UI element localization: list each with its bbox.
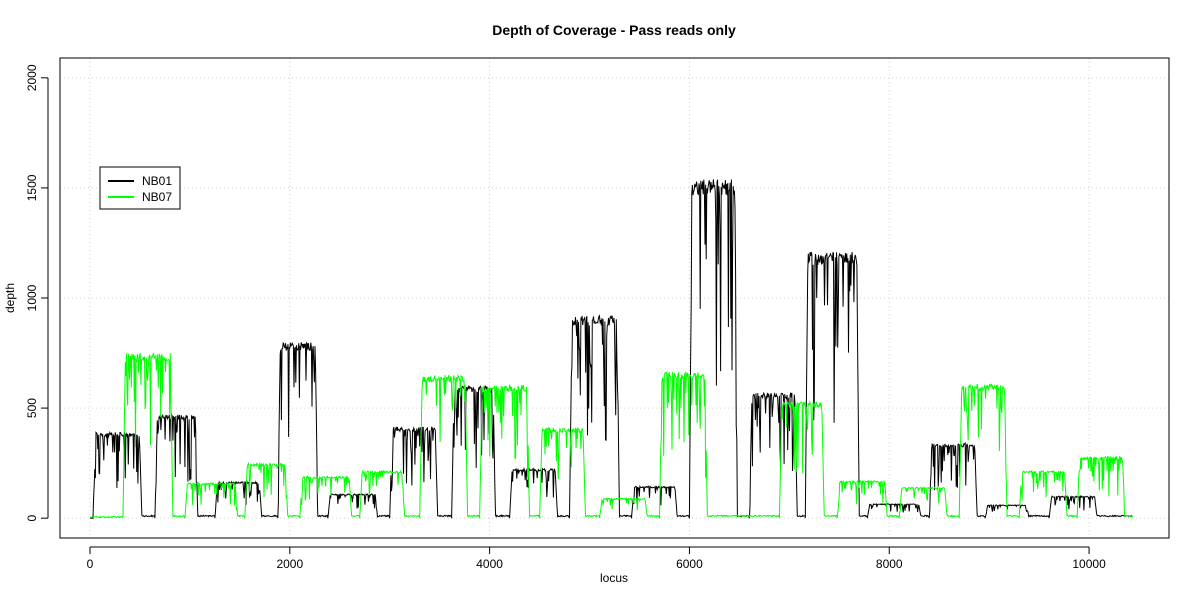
legend-label-nb07: NB07	[142, 190, 172, 204]
x-tick-label: 8000	[876, 557, 903, 571]
legend: NB01 NB07	[99, 166, 181, 210]
y-tick-label: 0	[25, 515, 39, 522]
x-axis-label: locus	[600, 571, 628, 585]
legend-label-nb01: NB01	[142, 174, 172, 188]
y-axis: 0 500 1000 1500 2000	[25, 64, 49, 522]
y-tick-label: 500	[25, 398, 39, 418]
y-tick-label: 1500	[25, 174, 39, 201]
series-lines	[89, 179, 1134, 520]
x-tick-label: 2000	[276, 557, 303, 571]
legend-box	[99, 166, 181, 210]
x-axis: 0 2000 4000 6000 8000 10000	[87, 546, 1106, 571]
plot-frame	[59, 57, 1170, 539]
y-axis-label: depth	[3, 283, 17, 313]
grid	[60, 58, 1169, 538]
series-line-nb01	[89, 179, 1133, 520]
y-tick-label: 1000	[25, 284, 39, 311]
x-tick-label: 0	[87, 557, 94, 571]
series-line-nb07	[89, 352, 1134, 519]
x-tick-label: 6000	[676, 557, 703, 571]
y-tick-label: 2000	[25, 64, 39, 91]
chart-title: Depth of Coverage - Pass reads only	[492, 22, 736, 38]
x-tick-label: 4000	[476, 557, 503, 571]
x-tick-label: 10000	[1072, 557, 1106, 571]
